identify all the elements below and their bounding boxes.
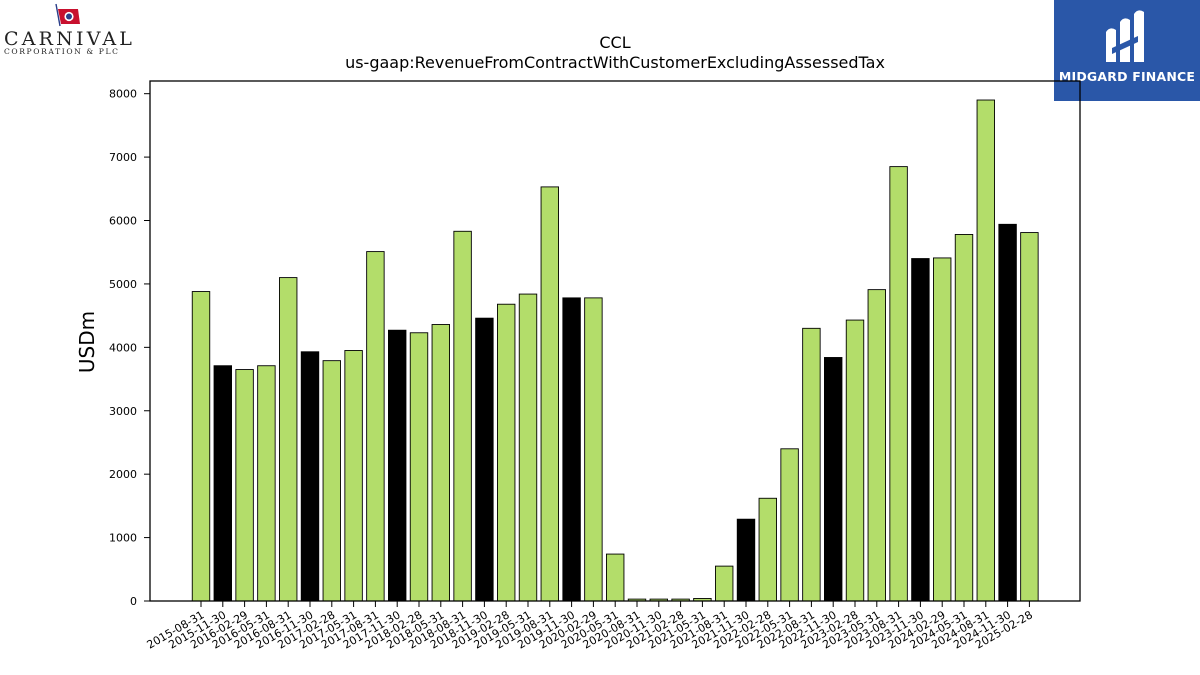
x-axis-ticks: 2015-08-312015-11-302016-02-292016-05-31… [145, 601, 1035, 652]
carnival-flag-icon [55, 3, 80, 27]
bar-2023-08-31 [889, 166, 908, 602]
bar-2019-05-31 [518, 293, 538, 602]
y-tick-label: 8000 [109, 88, 137, 101]
bar-2016-05-31 [257, 365, 276, 602]
bar-2018-05-31 [431, 324, 450, 602]
midgard-finance-logo: MIDGARD FINANCE [1054, 0, 1200, 101]
bar-2021-08-31 [715, 565, 734, 602]
chart-title: CCL [599, 33, 630, 52]
bar-2022-08-31 [802, 327, 821, 602]
bar-2015-11-30 [213, 365, 233, 602]
y-tick-label: 3000 [109, 405, 137, 418]
bar-2017-02-28 [322, 360, 341, 602]
y-axis-ticks: 0 1000 2000 3000 4000 5000 6000 7000 8000 [109, 88, 150, 608]
carnival-subtitle: CORPORATION & PLC [4, 47, 120, 56]
bar-2021-11-30 [736, 518, 756, 602]
bar-2018-11-30 [475, 317, 494, 602]
y-tick-label: 4000 [109, 341, 137, 354]
y-tick-label: 1000 [109, 532, 137, 545]
bar-2017-05-31 [344, 350, 363, 602]
bar-2020-05-31 [606, 553, 625, 602]
bar-2016-08-31 [279, 277, 298, 602]
y-tick-label: 0 [130, 595, 137, 608]
midgard-wordmark: MIDGARD FINANCE [1058, 69, 1196, 84]
plot-frame [149, 80, 1081, 602]
bar-2024-02-29 [933, 257, 952, 602]
carnival-logo: CARNIVAL CORPORATION & PLC [0, 0, 140, 60]
midgard-emblem-icon [1106, 10, 1144, 62]
bar-2018-08-31 [453, 230, 472, 602]
bars-group [191, 99, 1039, 602]
bar-2019-02-28 [497, 303, 516, 602]
y-tick-label: 5000 [109, 278, 137, 291]
bar-2017-11-30 [388, 329, 407, 602]
bar-2024-11-30 [998, 223, 1017, 602]
bar-2023-05-31 [867, 289, 886, 602]
bar-2020-02-29 [584, 297, 603, 602]
bar-2023-02-28 [845, 319, 865, 602]
bar-2018-02-28 [409, 332, 429, 602]
bar-2016-02-29 [235, 369, 254, 602]
bar-2022-02-28 [758, 497, 777, 602]
y-axis-label: USDm [75, 311, 99, 373]
bar-2024-05-31 [954, 234, 974, 602]
y-tick-label: 2000 [109, 468, 137, 481]
bar-2022-05-31 [780, 448, 799, 602]
bar-2025-02-28 [1020, 232, 1039, 602]
bar-2015-08-31 [191, 291, 211, 602]
y-tick-label: 6000 [109, 215, 137, 228]
carnival-wordmark: CARNIVAL [4, 28, 136, 50]
chart-subtitle: us-gaap:RevenueFromContractWithCustomerE… [345, 53, 885, 72]
y-tick-label: 7000 [109, 151, 137, 164]
bar-2023-11-30 [911, 258, 930, 602]
bar-2019-11-30 [562, 297, 581, 602]
bar-2017-08-31 [366, 251, 385, 602]
bar-2016-11-30 [300, 351, 320, 602]
bar-2022-11-30 [824, 357, 843, 602]
bar-2024-08-31 [976, 99, 995, 602]
bar-2019-08-31 [540, 186, 559, 602]
